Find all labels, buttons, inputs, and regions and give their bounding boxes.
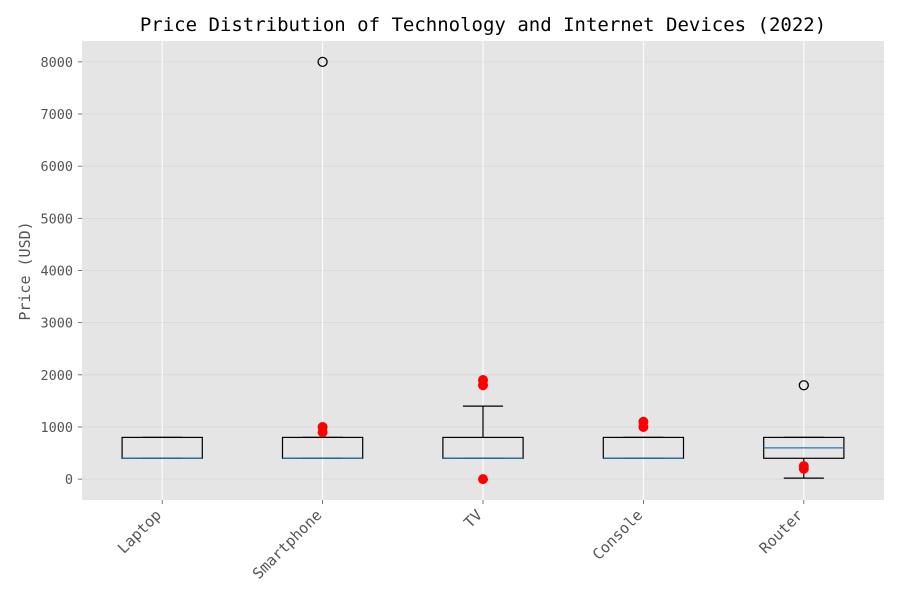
red-data-point (798, 461, 809, 472)
x-tick-label: Smartphone (249, 506, 326, 583)
y-tick-label: 7000 (40, 107, 73, 123)
y-tick-label: 1000 (40, 420, 73, 436)
box-group-smartphone (281, 56, 364, 459)
outlier-point (317, 56, 328, 68)
red-data-point (638, 416, 649, 427)
red-data-point (478, 474, 488, 485)
chart-title: Price Distribution of Technology and Int… (140, 14, 826, 36)
box-layer (121, 56, 845, 485)
red-data-point (317, 421, 328, 432)
y-axis-label: Price (USD) (16, 221, 34, 320)
x-tick-label: Laptop (114, 506, 165, 557)
outlier-point (798, 380, 809, 391)
x-tick-label: Router (756, 506, 807, 557)
x-axis-ticks: Laptop Smartphone TV Console Router (114, 500, 807, 583)
red-data-point (478, 375, 488, 386)
x-tick-label: Console (589, 506, 646, 563)
y-tick-label: 3000 (40, 316, 73, 332)
y-tick-label: 5000 (40, 211, 73, 227)
y-tick-label: 6000 (40, 159, 73, 175)
box-group-router (763, 380, 845, 479)
box-group-tv (442, 375, 524, 485)
y-axis-ticks: 0 1000 2000 3000 4000 5000 6000 7000 8000 (40, 55, 82, 488)
y-tick-label: 2000 (40, 368, 73, 384)
y-tick-label: 0 (65, 472, 73, 488)
x-tick-label: TV (460, 506, 486, 532)
box-group-console (602, 416, 685, 459)
box-group-laptop (121, 436, 203, 459)
y-tick-label: 8000 (40, 55, 73, 71)
y-tick-label: 4000 (40, 264, 73, 280)
